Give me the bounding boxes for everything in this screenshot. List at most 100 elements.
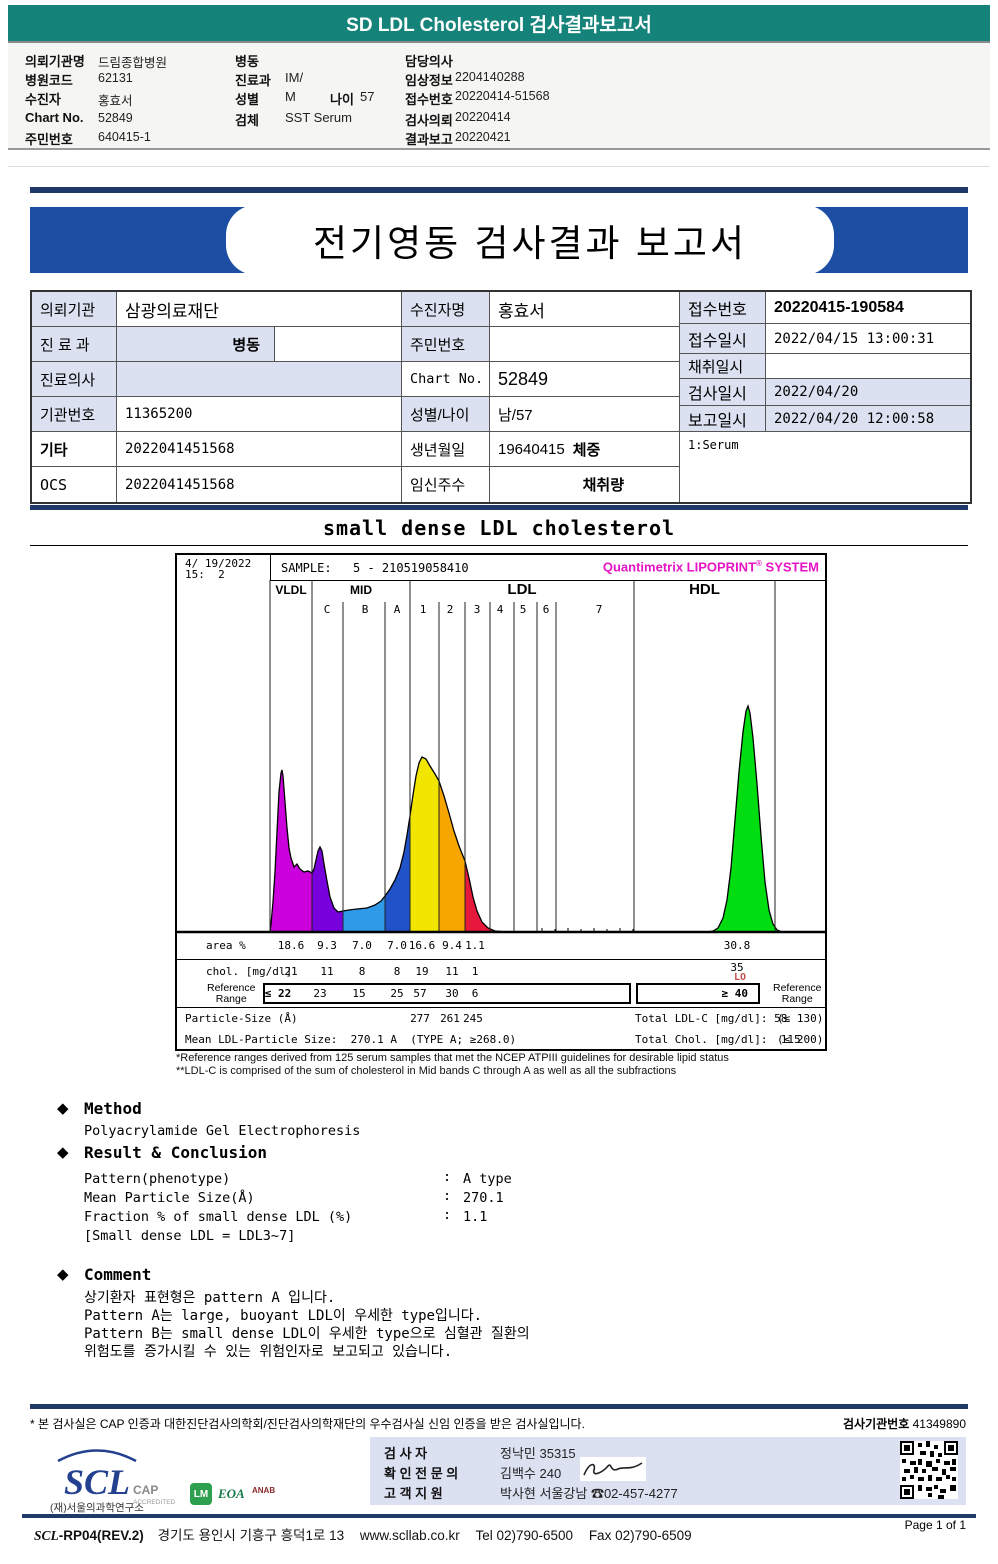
comment-line: 위험도를 증가시킬 수 있는 위험인자로 보고되고 있습니다. (84, 1344, 453, 1360)
info-value: 11365200 (117, 397, 402, 432)
report-title-bar: SD LDL Cholesterol 검사결과보고서 (8, 5, 990, 41)
ref-value: ≤ 22 (264, 987, 292, 1000)
scl-org-name: (재)서울의과학연구소 (50, 1502, 144, 1514)
info-value: 남/57 (490, 397, 680, 432)
signature (580, 1457, 646, 1481)
diamond-bullet-icon: ◆ (57, 1144, 69, 1161)
website-link[interactable]: www.scllab.co.kr (359, 1528, 460, 1543)
colon: : (443, 1188, 452, 1204)
field-label: 병동 (235, 54, 259, 69)
field-value: IM/ (285, 70, 304, 85)
rule (30, 505, 968, 510)
total-chol: Total Chol. [mg/dl]: 115 (635, 1033, 801, 1046)
field-value: M (285, 89, 296, 104)
field-label: 나이 (330, 92, 354, 107)
tester-value: 정낙민 35315 (500, 1446, 576, 1461)
field-value: 홍효서 (98, 94, 133, 108)
subband-label: B (361, 603, 369, 616)
field-label: 성별 (235, 92, 259, 107)
anab-logo: ANAB (252, 1486, 276, 1495)
field-label: Chart No. (25, 110, 84, 125)
reviewer-label: 확 인 전 문 의 (384, 1466, 459, 1481)
rule (30, 187, 968, 193)
rule (22, 1514, 976, 1518)
info-label: 성별/나이 (402, 397, 490, 432)
patient-header: 의뢰기관명 드림종합병원 병원코드 62131 수진자 홍효서 Chart No… (8, 41, 990, 150)
divider (8, 166, 990, 167)
lab-number: 검사기관번호 41349890 (843, 1417, 966, 1431)
info-value: 52849 (490, 362, 680, 397)
field-value: 57 (360, 89, 375, 104)
subband-label: 6 (542, 603, 550, 616)
comment-line: 상기환자 표현형은 pattern A 입니다. (84, 1290, 336, 1306)
scl-logo-arc-icon (57, 1449, 137, 1463)
info-label: Chart No. (402, 362, 490, 397)
support-value: 박사현 서울강남 ☎02-457-4277 (500, 1486, 678, 1501)
divider (177, 1007, 825, 1008)
info-label: 생년월일 (402, 432, 490, 467)
area-value: 9.4 (442, 939, 462, 952)
info-label: 주민번호 (402, 327, 490, 362)
info-label: 진료의사 (32, 362, 117, 397)
info-value: 2022041451568 (117, 467, 402, 502)
result-row-label: Fraction % of small dense LDL (%) (84, 1209, 353, 1225)
hdl-lo-flag: LO (733, 972, 747, 983)
info-value: 2022/04/15 13:00:31 (766, 324, 970, 354)
field-label: 의뢰기관명 (25, 54, 85, 69)
chol-value: 8 (358, 965, 366, 978)
particle-value: 245 (463, 1012, 483, 1025)
info-label: 기관번호 (32, 397, 117, 432)
area-value: 7.0 (387, 939, 407, 952)
ref-value: 25 (390, 987, 404, 1000)
info-label: 채취일시 (680, 354, 766, 379)
electropherogram (177, 580, 825, 934)
info-label: 임신주수 (402, 467, 490, 502)
ref-value: 6 (471, 987, 479, 1000)
band-label-mid: MID (350, 583, 372, 597)
rule (30, 1404, 968, 1409)
method-body: Polyacrylamide Gel Electrophoresis (84, 1123, 361, 1139)
address: 경기도 용인시 기흥구 흥덕1로 13 (157, 1528, 345, 1543)
subband-label: C (323, 603, 331, 616)
ref-value: 15 (352, 987, 366, 1000)
band-label-vldl: VLDL (275, 583, 307, 597)
chart-date: 4/ 19/2022 15: 2 (185, 557, 252, 581)
chol-value: 11 (320, 965, 334, 978)
info-value: 20220415-190584 (766, 292, 970, 324)
info-value: 2022/04/20 12:00:58 (766, 406, 970, 432)
info-label: 접수일시 (680, 324, 766, 354)
tel: Tel 02)790-6500 (475, 1528, 574, 1543)
ref-row-label-right: Reference Range (773, 982, 822, 1005)
field-label: 결과보고 (405, 132, 453, 147)
diamond-bullet-icon: ◆ (57, 1100, 69, 1117)
eoa-logo: EOA (218, 1486, 245, 1501)
band-label-ldl: LDL (507, 581, 537, 598)
info-label: 접수번호 (680, 292, 766, 324)
result-row-value: 1.1 (463, 1209, 488, 1225)
serum-note: 1:Serum (680, 432, 970, 502)
field-label: 진료과 (235, 73, 271, 88)
info-value: 홍효서 (490, 292, 680, 327)
area-value: 7.0 (352, 939, 372, 952)
ref-value: 30 (445, 987, 459, 1000)
field-value: 20220414-51568 (455, 89, 550, 103)
subband-label: 7 (595, 603, 603, 616)
info-label: 보고일시 (680, 406, 766, 432)
chart-footnotes: *Reference ranges derived from 125 serum… (176, 1052, 729, 1077)
field-value: SST Serum (285, 110, 352, 125)
info-value: 2022041451568 (117, 432, 402, 467)
info-label: 진 료 과 (32, 327, 117, 362)
colon: : (443, 1169, 452, 1185)
subband-label: 1 (419, 603, 427, 616)
chol-value: 19 (415, 965, 429, 978)
field-label: 수진자 (25, 92, 61, 107)
chol-value: 1 (471, 965, 479, 978)
chol-value: 21 (284, 965, 298, 978)
comment-title: Comment (84, 1265, 152, 1284)
total-chol-ref: (≤ 200) (777, 1033, 824, 1046)
ref-row-label: Reference Range (207, 982, 256, 1005)
chol-row-label: chol. [mg/dl] (206, 965, 293, 978)
ref-value: 23 (313, 987, 327, 1000)
form-code-scl: SCL (34, 1528, 59, 1543)
